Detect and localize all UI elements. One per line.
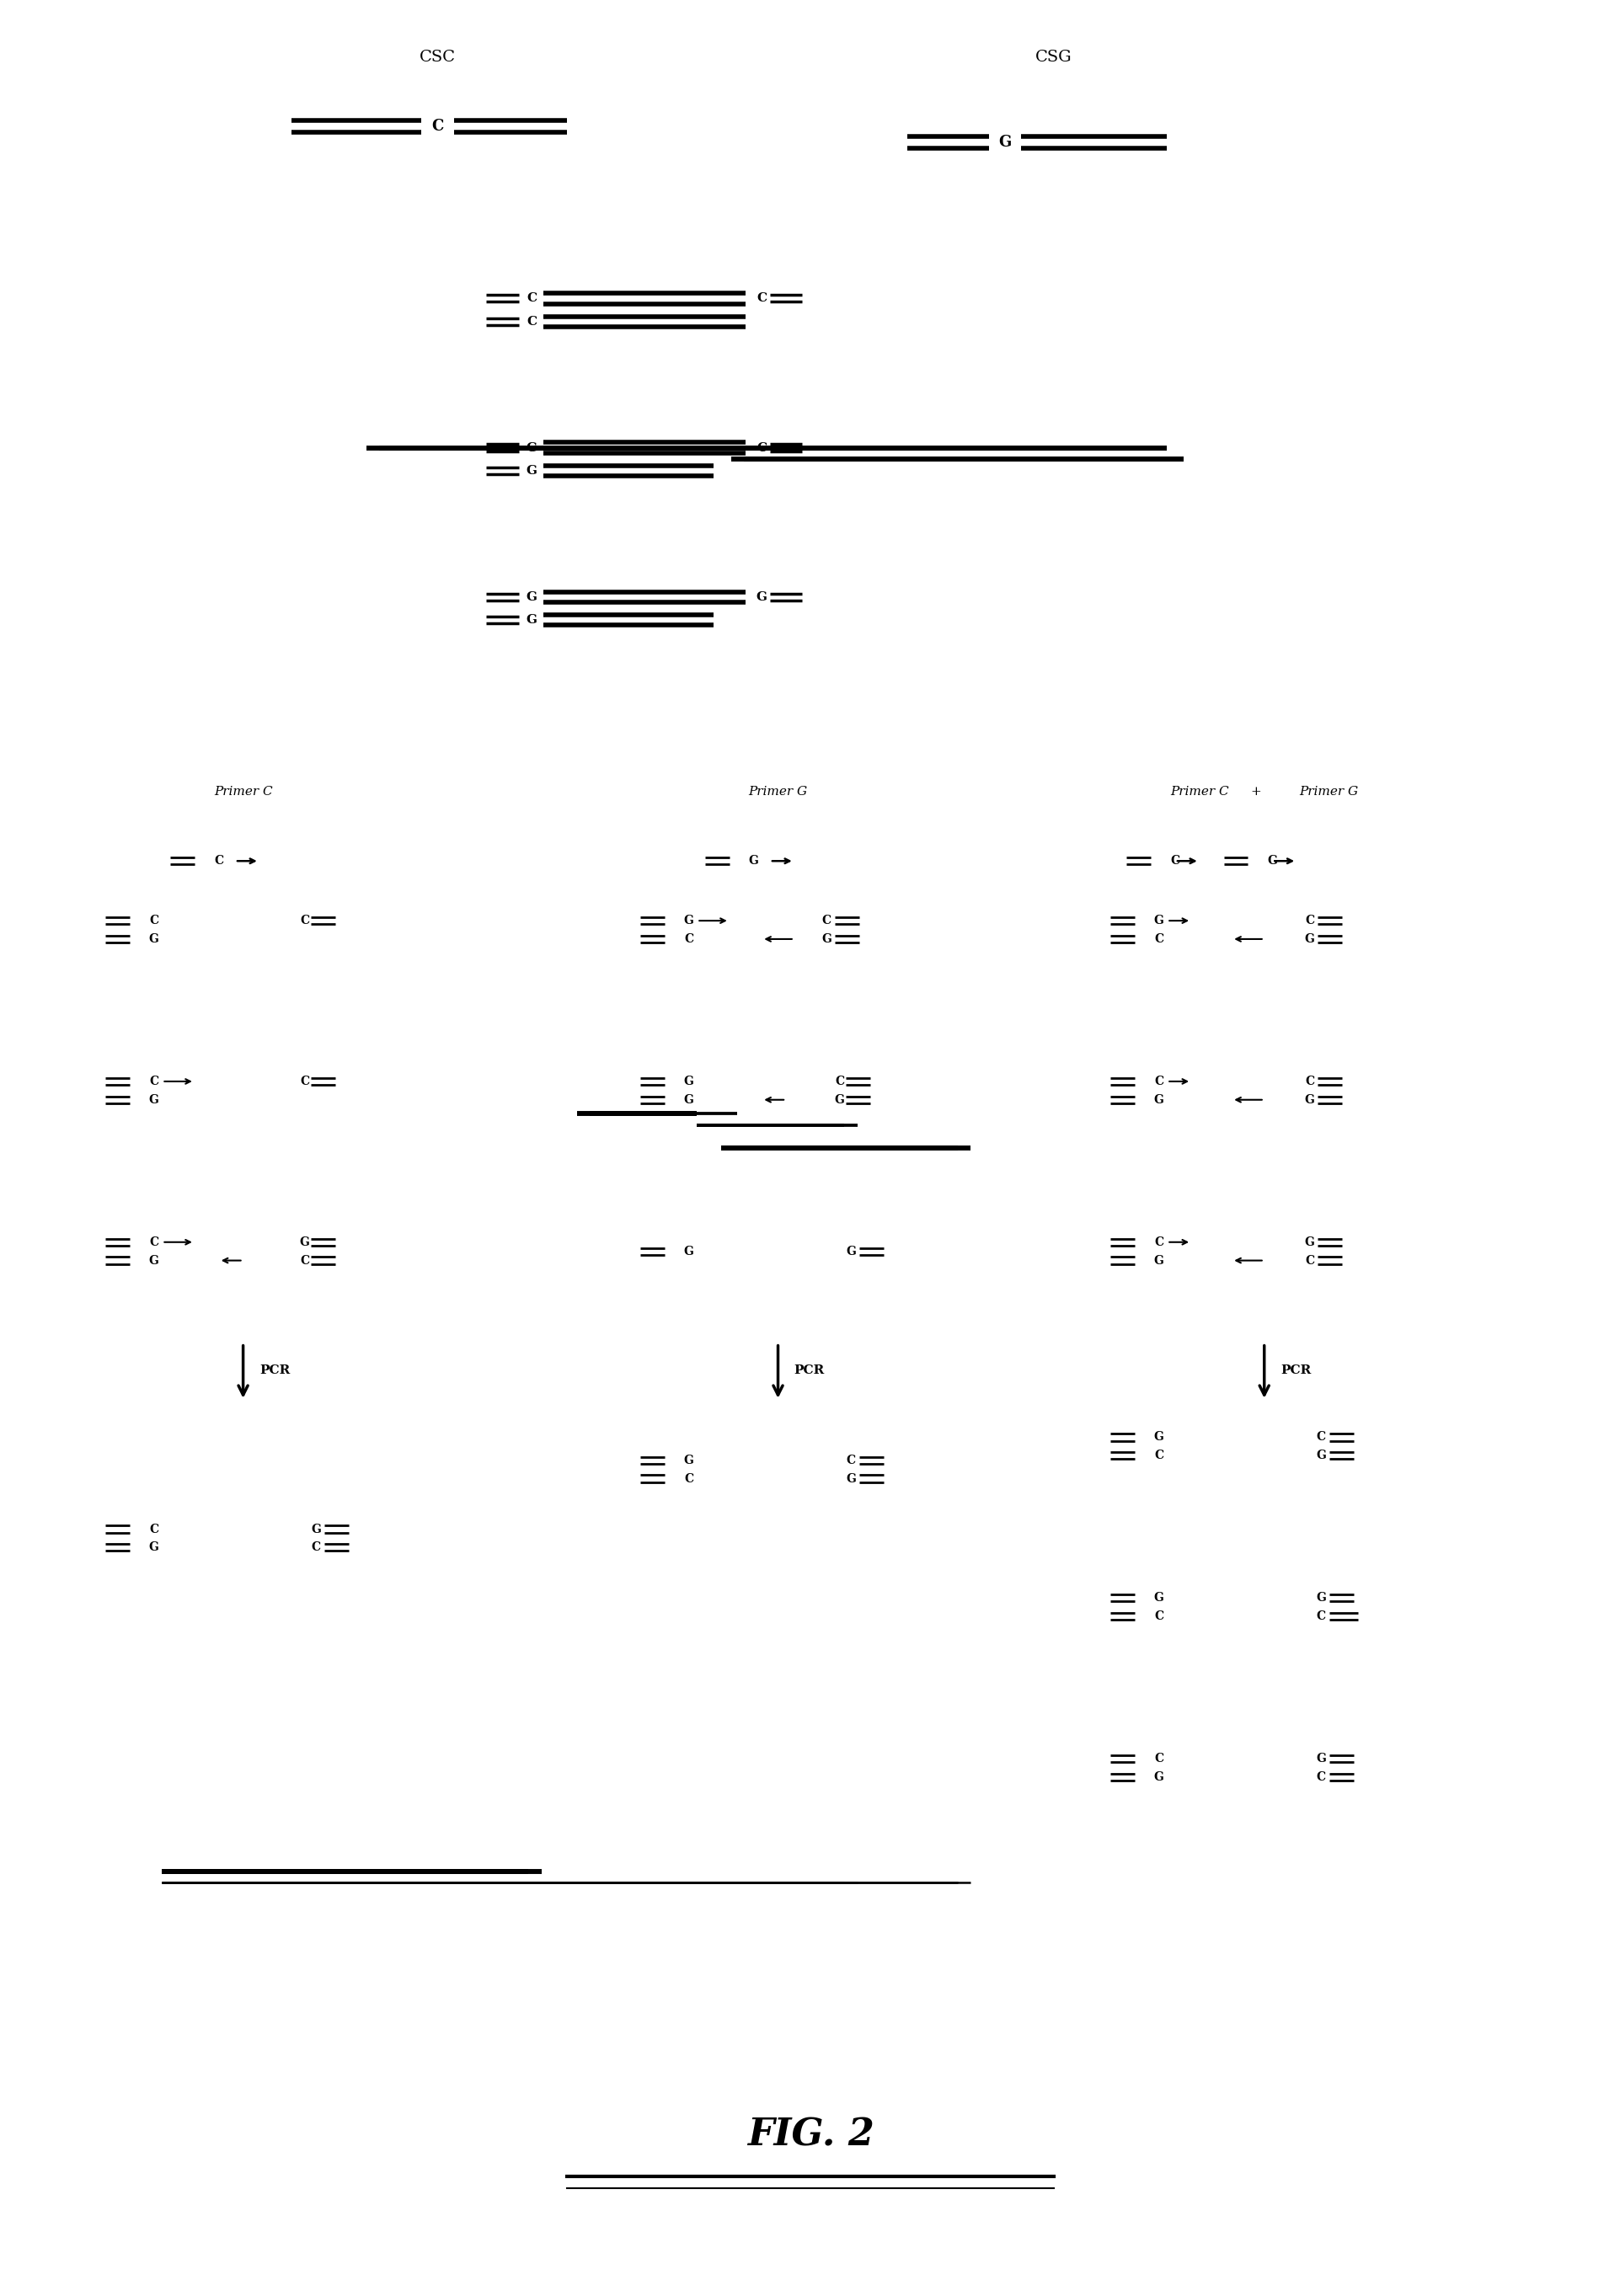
Text: C: C	[214, 854, 224, 868]
Text: G: G	[998, 135, 1011, 149]
Text: C: C	[1315, 1770, 1325, 1784]
Text: G: G	[149, 1541, 159, 1554]
Text: C: C	[1153, 1449, 1163, 1463]
Text: G: G	[1153, 1591, 1163, 1605]
Text: C: C	[300, 1254, 309, 1267]
Text: C: C	[1315, 1609, 1325, 1623]
Text: C: C	[311, 1541, 321, 1554]
Text: C: C	[300, 1075, 309, 1088]
Text: PCR: PCR	[794, 1364, 825, 1378]
Text: C: C	[1153, 1609, 1163, 1623]
Text: Primer C: Primer C	[214, 785, 272, 799]
Text: G: G	[526, 613, 536, 627]
Text: C: C	[149, 1075, 159, 1088]
Text: Primer G: Primer G	[1299, 785, 1358, 799]
Text: G: G	[1153, 1093, 1163, 1107]
Text: G: G	[526, 441, 536, 455]
Text: G: G	[526, 464, 536, 478]
Text: C: C	[149, 1235, 159, 1249]
Text: C: C	[1304, 1075, 1314, 1088]
Text: C: C	[431, 119, 444, 133]
Text: G: G	[1315, 1752, 1325, 1766]
Text: Primer G: Primer G	[748, 785, 807, 799]
Text: G: G	[684, 1453, 693, 1467]
Text: C: C	[1304, 1254, 1314, 1267]
Text: G: G	[1315, 1449, 1325, 1463]
Text: G: G	[846, 1244, 855, 1258]
Text: C: C	[149, 914, 159, 928]
Text: G: G	[1267, 854, 1277, 868]
Text: G: G	[834, 1093, 844, 1107]
Text: G: G	[1153, 1770, 1163, 1784]
Text: C: C	[1153, 1752, 1163, 1766]
Text: C: C	[526, 315, 536, 328]
Text: G: G	[526, 590, 536, 604]
Text: +: +	[1251, 785, 1260, 799]
Text: G: G	[684, 914, 693, 928]
Text: G: G	[1304, 1093, 1314, 1107]
Text: G: G	[1304, 1235, 1314, 1249]
Text: G: G	[1153, 914, 1163, 928]
Text: CSC: CSC	[420, 51, 455, 64]
Text: G: G	[748, 854, 758, 868]
Text: C: C	[1315, 1430, 1325, 1444]
Text: C: C	[684, 932, 693, 946]
Text: PCR: PCR	[1280, 1364, 1311, 1378]
Text: C: C	[1304, 914, 1314, 928]
Text: G: G	[684, 1075, 693, 1088]
Text: G: G	[684, 1093, 693, 1107]
Text: C: C	[757, 292, 766, 305]
Text: C: C	[821, 914, 831, 928]
Text: G: G	[1304, 932, 1314, 946]
Text: G: G	[821, 932, 831, 946]
Text: G: G	[300, 1235, 309, 1249]
Text: G: G	[1153, 1430, 1163, 1444]
Text: Primer C: Primer C	[1170, 785, 1228, 799]
Text: G: G	[149, 1093, 159, 1107]
Text: C: C	[684, 1472, 693, 1486]
Text: C: C	[834, 1075, 844, 1088]
Text: G: G	[684, 1244, 693, 1258]
Text: C: C	[757, 441, 766, 455]
Text: G: G	[846, 1472, 855, 1486]
Text: G: G	[1315, 1591, 1325, 1605]
Text: G: G	[1153, 1254, 1163, 1267]
Text: FIG. 2: FIG. 2	[747, 2117, 873, 2154]
Text: C: C	[1153, 1075, 1163, 1088]
Text: C: C	[300, 914, 309, 928]
Text: C: C	[1153, 1235, 1163, 1249]
Text: C: C	[526, 292, 536, 305]
Text: C: C	[149, 1522, 159, 1536]
Text: G: G	[149, 932, 159, 946]
Text: PCR: PCR	[259, 1364, 290, 1378]
Text: C: C	[1153, 932, 1163, 946]
Text: G: G	[757, 590, 766, 604]
Text: C: C	[1170, 854, 1179, 868]
Text: G: G	[149, 1254, 159, 1267]
Text: CSG: CSG	[1035, 51, 1071, 64]
Text: C: C	[846, 1453, 855, 1467]
Text: G: G	[311, 1522, 321, 1536]
